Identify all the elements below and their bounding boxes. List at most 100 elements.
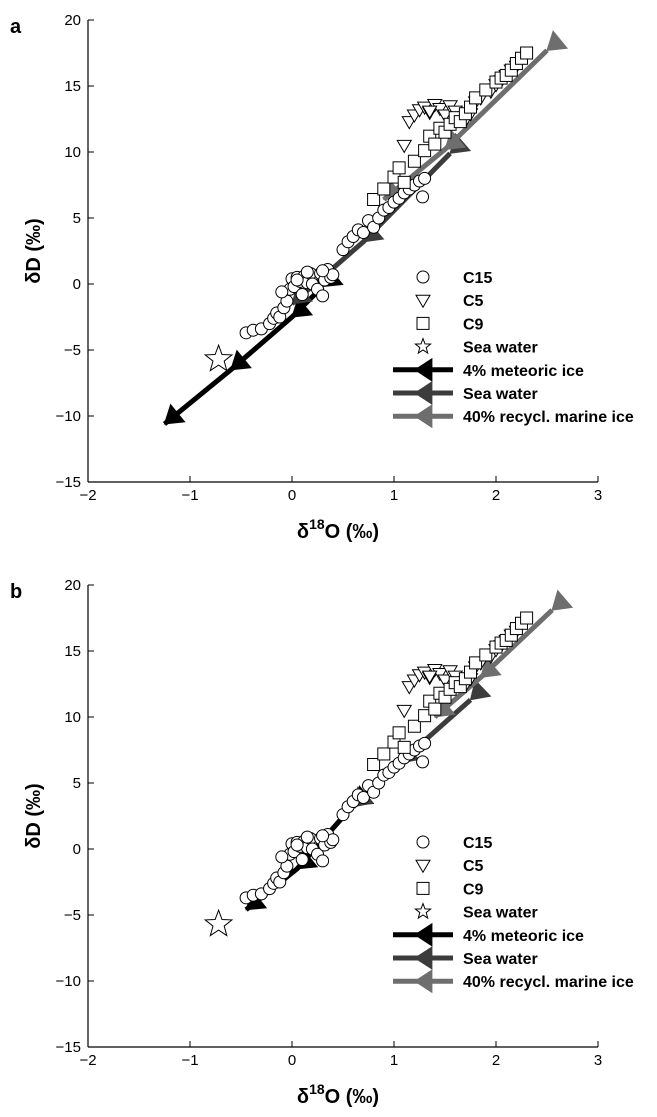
c15-point bbox=[316, 829, 330, 843]
c15-point bbox=[316, 264, 330, 278]
c9-point bbox=[428, 702, 442, 716]
c9-point bbox=[367, 193, 381, 207]
legend-arrowhead bbox=[414, 922, 433, 947]
x-axis-title-prefix: δ bbox=[297, 1086, 309, 1108]
legend-label: Sea water bbox=[463, 340, 538, 357]
y-tick-label: 5 bbox=[73, 775, 81, 792]
legend-label: C5 bbox=[463, 858, 484, 875]
legend-marker bbox=[416, 270, 430, 284]
c9-point bbox=[418, 709, 432, 723]
c15-point bbox=[316, 289, 330, 303]
c15-point bbox=[300, 265, 314, 279]
y-tick-label: 0 bbox=[73, 841, 81, 858]
model-arrowhead bbox=[546, 30, 569, 51]
c15-point bbox=[418, 736, 432, 750]
y-tick-label: 5 bbox=[73, 210, 81, 227]
y-tick-label: −10 bbox=[56, 973, 81, 990]
x-axis-title-prefix: δ bbox=[297, 521, 309, 543]
c9-point bbox=[407, 719, 421, 733]
c9-point bbox=[479, 648, 493, 662]
legend-label: 40% recycl. marine ice bbox=[463, 409, 634, 426]
y-tick-label: 10 bbox=[64, 144, 81, 161]
c5-point bbox=[396, 139, 413, 154]
legend-arrowhead bbox=[414, 946, 433, 970]
x-tick-label: 3 bbox=[594, 487, 602, 504]
x-tick-label: −1 bbox=[181, 487, 198, 504]
model-arrowhead bbox=[551, 589, 574, 611]
legend-label: Sea water bbox=[463, 951, 538, 968]
c15-point bbox=[290, 273, 304, 287]
c15-point bbox=[275, 850, 289, 864]
legend-marker bbox=[416, 835, 430, 849]
legend-arrowhead bbox=[414, 969, 433, 994]
c9-point bbox=[469, 91, 483, 105]
c5-point bbox=[396, 704, 413, 719]
model-arrowhead bbox=[230, 349, 252, 371]
x-axis-title-suffix: O (‰) bbox=[325, 1086, 379, 1108]
c15-point bbox=[316, 854, 330, 868]
y-tick-label: 15 bbox=[64, 78, 81, 95]
c9-point bbox=[377, 182, 391, 196]
x-tick-label: 2 bbox=[492, 487, 500, 504]
c9-point bbox=[479, 83, 493, 97]
y-tick-label: 0 bbox=[73, 276, 81, 293]
y-tick-label: 15 bbox=[64, 643, 81, 660]
sea-water-point bbox=[203, 343, 234, 372]
legend-marker bbox=[414, 902, 432, 920]
c9-point bbox=[392, 161, 406, 175]
legend-label: C5 bbox=[463, 293, 484, 310]
legend-label: C9 bbox=[463, 881, 484, 898]
x-tick-label: 1 bbox=[390, 487, 398, 504]
x-tick-label: −1 bbox=[181, 1052, 198, 1069]
c9-point bbox=[418, 144, 432, 158]
c15-point bbox=[275, 285, 289, 299]
legend-arrowhead bbox=[414, 380, 433, 406]
legend-marker bbox=[414, 337, 432, 355]
legend-label: Sea water bbox=[463, 905, 538, 922]
legend-arrowhead bbox=[414, 357, 433, 382]
c5-point bbox=[421, 105, 438, 120]
legend-label: C9 bbox=[463, 316, 484, 333]
c15-point bbox=[290, 838, 304, 852]
c9-point bbox=[397, 175, 411, 189]
x-tick-label: −2 bbox=[79, 487, 96, 504]
x-tick-label: −2 bbox=[79, 1052, 96, 1069]
x-axis-title: δ18O (‰) bbox=[297, 1081, 379, 1108]
y-tick-label: −10 bbox=[56, 408, 81, 425]
legend-label: 4% meteoric ice bbox=[463, 363, 584, 380]
legend-marker bbox=[415, 294, 431, 309]
c15-point bbox=[300, 830, 314, 844]
sea-water-point bbox=[203, 908, 234, 937]
y-tick-label: 20 bbox=[64, 577, 81, 594]
c9-point bbox=[392, 726, 406, 740]
x-axis-title-sup: 18 bbox=[309, 516, 325, 532]
x-axis-title-suffix: O (‰) bbox=[325, 521, 379, 543]
x-axis-title-sup: 18 bbox=[309, 1081, 325, 1097]
legend-label: 40% recycl. marine ice bbox=[463, 974, 634, 991]
y-tick-label: −15 bbox=[56, 474, 81, 491]
legend-marker bbox=[416, 881, 430, 895]
c9-point bbox=[469, 656, 483, 670]
legend-label: Sea water bbox=[463, 386, 538, 403]
c9-point bbox=[520, 611, 534, 625]
y-tick-label: −15 bbox=[56, 1039, 81, 1056]
c9-point bbox=[367, 758, 381, 772]
legend-arrowhead bbox=[414, 404, 433, 429]
c15-point bbox=[356, 791, 370, 805]
x-tick-label: 0 bbox=[288, 1052, 296, 1069]
c5-point bbox=[421, 670, 438, 685]
panel-label: a bbox=[10, 16, 22, 38]
c5-point bbox=[437, 109, 453, 124]
c15-point bbox=[295, 288, 309, 302]
x-tick-label: 1 bbox=[390, 1052, 398, 1069]
y-tick-label: −5 bbox=[64, 907, 81, 924]
x-axis-title: δ18O (‰) bbox=[297, 516, 379, 543]
model-line bbox=[433, 608, 554, 719]
c9-point bbox=[407, 154, 421, 168]
legend-label: 4% meteoric ice bbox=[463, 928, 584, 945]
y-tick-label: 10 bbox=[64, 709, 81, 726]
legend-marker bbox=[415, 859, 431, 874]
y-axis-title: δD (‰) bbox=[23, 783, 45, 848]
c15-point bbox=[416, 190, 430, 204]
